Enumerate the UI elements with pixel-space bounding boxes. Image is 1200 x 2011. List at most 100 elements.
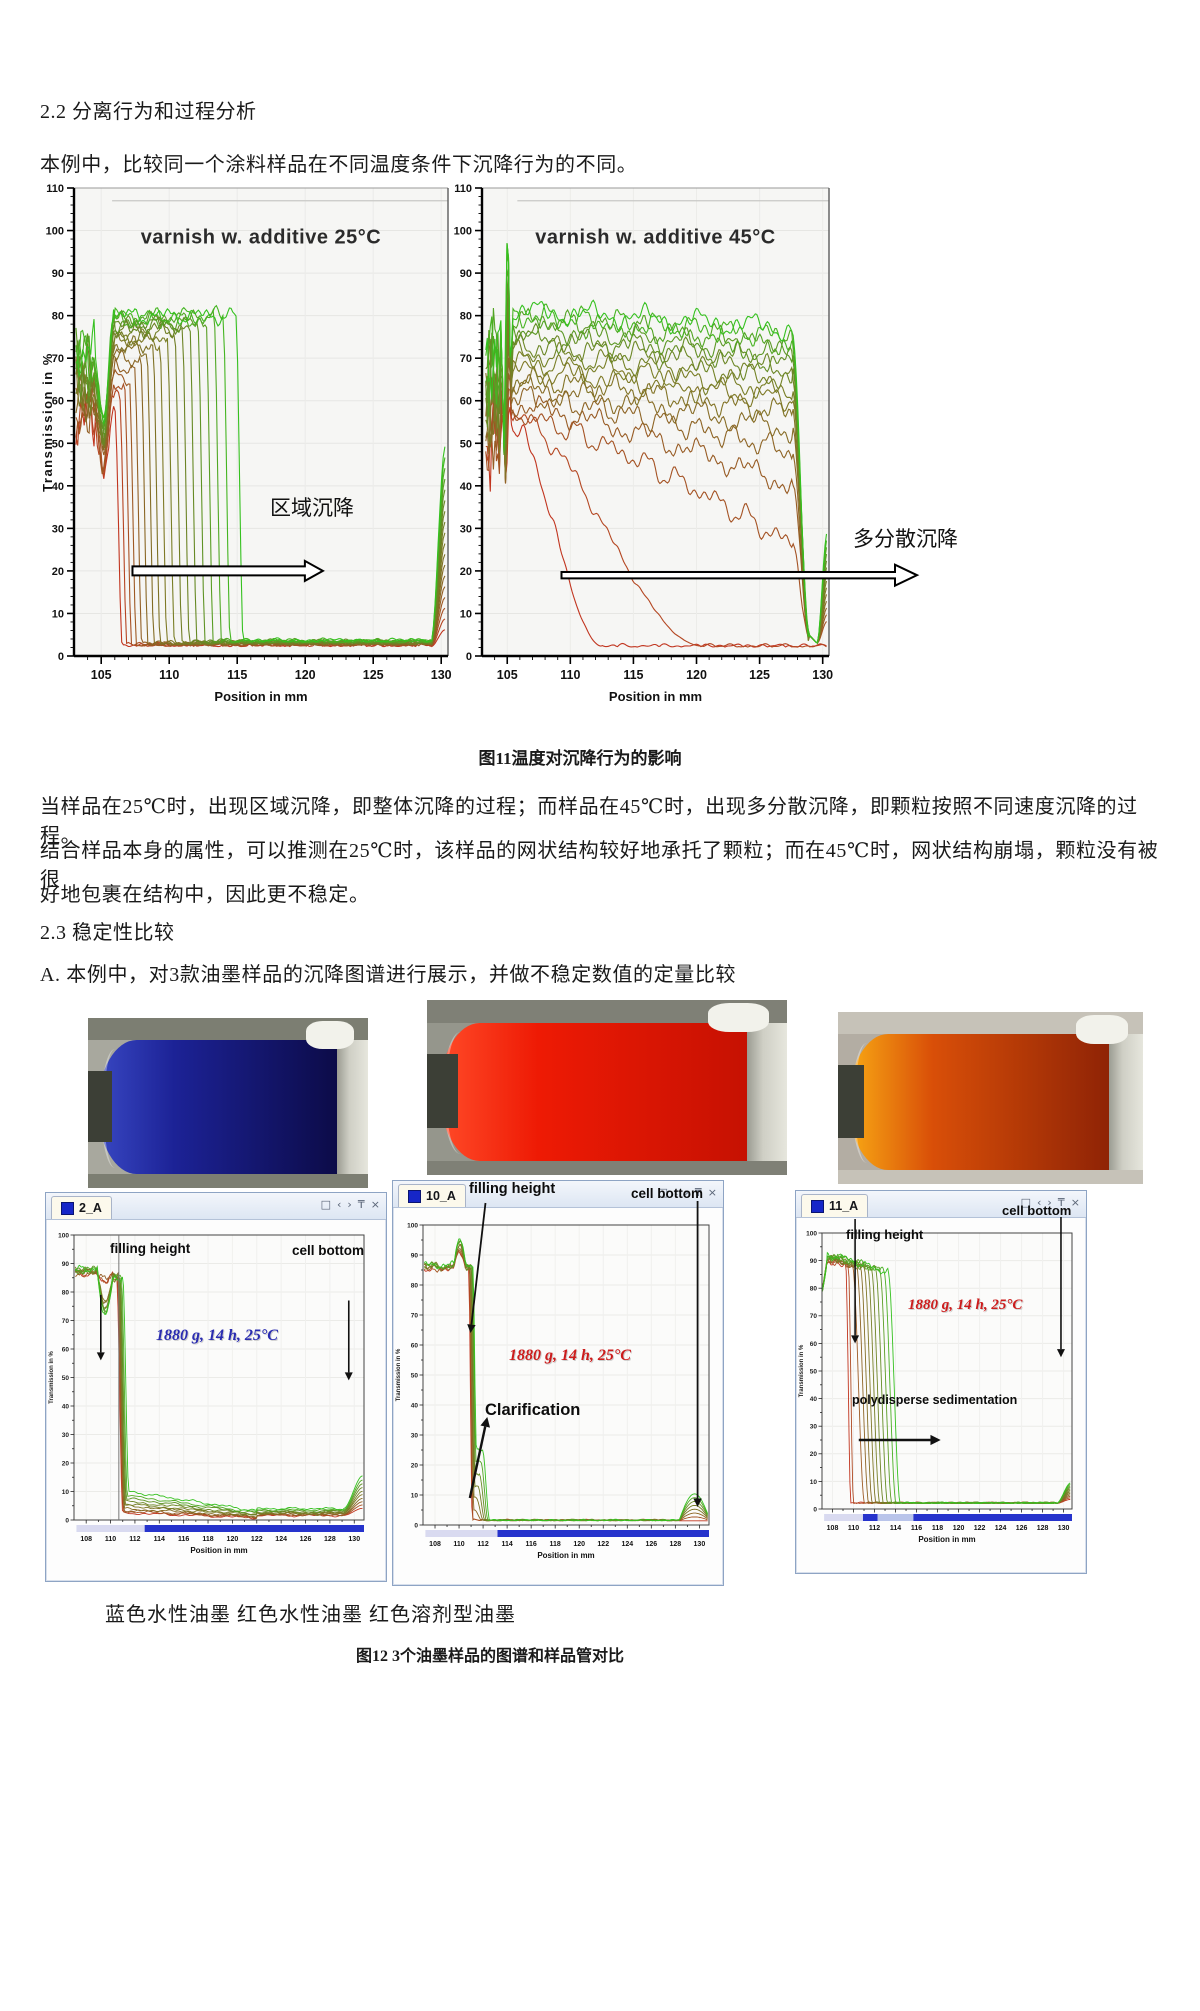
svg-text:0: 0 bbox=[58, 651, 64, 663]
svg-text:Position in mm: Position in mm bbox=[609, 689, 702, 704]
svg-text:112: 112 bbox=[477, 1541, 488, 1548]
close-icon[interactable]: × bbox=[370, 1198, 380, 1211]
tube-clear-window bbox=[1109, 1034, 1143, 1171]
cell-bottom-label: cell bottom bbox=[631, 1186, 704, 1201]
svg-text:60: 60 bbox=[810, 1341, 818, 1348]
tube-clear-window bbox=[747, 1022, 787, 1161]
svg-text:80: 80 bbox=[411, 1282, 419, 1289]
svg-text:80: 80 bbox=[810, 1286, 818, 1293]
svg-text:Position in mm: Position in mm bbox=[918, 1535, 975, 1544]
svg-text:80: 80 bbox=[62, 1289, 70, 1296]
svg-text:80: 80 bbox=[460, 311, 472, 323]
tube-fluid bbox=[848, 1034, 1110, 1171]
next-icon[interactable]: › bbox=[1047, 1196, 1052, 1209]
tube-plug bbox=[427, 1054, 458, 1128]
svg-text:108: 108 bbox=[80, 1536, 92, 1543]
svg-text:130: 130 bbox=[1058, 1525, 1070, 1532]
svg-text:40: 40 bbox=[460, 481, 472, 493]
prev-icon[interactable]: ‹ bbox=[673, 1186, 679, 1199]
pin-icon[interactable]: ₸ bbox=[1057, 1196, 1065, 1209]
svg-text:110: 110 bbox=[105, 1536, 116, 1543]
tube-fluid bbox=[97, 1040, 338, 1175]
svg-text:118: 118 bbox=[932, 1525, 943, 1532]
body-line-1: 当样品在25℃时，出现区域沉降，即整体沉降的过程；而样品在45℃时，出现多分散沉… bbox=[40, 796, 1138, 847]
svg-text:30: 30 bbox=[411, 1432, 419, 1439]
tab-label: 2_A bbox=[79, 1201, 102, 1215]
svg-text:50: 50 bbox=[810, 1368, 818, 1375]
filling-height-label: filling height bbox=[110, 1241, 191, 1256]
figure-11-caption: 图11温度对沉降行为的影响 bbox=[478, 749, 682, 768]
tab-sample-10a[interactable]: 10_A bbox=[398, 1184, 466, 1207]
svg-text:122: 122 bbox=[251, 1536, 263, 1543]
figure-12-caption: 图12 3个油墨样品的图谱和样品管对比 bbox=[355, 1648, 624, 1665]
float-window-icon[interactable]: □ bbox=[657, 1186, 668, 1199]
svg-text:118: 118 bbox=[550, 1541, 561, 1548]
float-window-icon[interactable]: □ bbox=[1020, 1196, 1031, 1209]
next-icon[interactable]: › bbox=[684, 1186, 689, 1199]
tube-plug bbox=[88, 1070, 112, 1143]
paragraph-a: A. 本例中，对3款油墨样品的沉降图谱进行展示，并做不稳定数值的定量比较 bbox=[40, 964, 737, 986]
svg-text:108: 108 bbox=[827, 1525, 839, 1532]
svg-text:60: 60 bbox=[460, 396, 472, 408]
chart-varnish-25c: 0 10 20 30 40 50 60 70 80 90 100 110 105 110 115 120 125… bbox=[40, 172, 454, 732]
svg-text:10: 10 bbox=[460, 608, 472, 620]
svg-text:114: 114 bbox=[890, 1525, 901, 1532]
figure-12-sample-names: 蓝色水性油墨 红色水性油墨 红色溶剂型油墨 bbox=[105, 1604, 516, 1626]
tube-clear-window bbox=[337, 1040, 368, 1175]
svg-text:116: 116 bbox=[178, 1536, 189, 1543]
svg-text:10: 10 bbox=[411, 1492, 419, 1499]
sedimentation-profile-chart: 0 10 20 30 40 50 60 70 80 90 100 108 110 112 114 116 118… bbox=[393, 1201, 723, 1590]
svg-text:20: 20 bbox=[411, 1462, 419, 1469]
svg-text:112: 112 bbox=[129, 1536, 140, 1543]
tab-sample-11a[interactable]: 11_A bbox=[801, 1194, 869, 1217]
svg-text:128: 128 bbox=[670, 1541, 682, 1548]
svg-text:100: 100 bbox=[46, 226, 64, 238]
series-swatch-icon bbox=[61, 1201, 74, 1215]
close-icon[interactable]: × bbox=[707, 1186, 717, 1199]
window-controls: □ ‹ › ₸ × bbox=[1021, 1196, 1080, 1209]
svg-text:110: 110 bbox=[453, 1541, 464, 1548]
svg-text:varnish w. additive 45°C: varnish w. additive 45°C bbox=[535, 226, 775, 248]
pin-icon[interactable]: ₸ bbox=[694, 1186, 702, 1199]
svg-text:114: 114 bbox=[501, 1541, 512, 1548]
tab-label: 10_A bbox=[426, 1189, 456, 1203]
svg-text:80: 80 bbox=[52, 311, 64, 323]
prev-icon[interactable]: ‹ bbox=[336, 1198, 342, 1211]
svg-text:20: 20 bbox=[52, 566, 64, 578]
svg-text:50: 50 bbox=[460, 438, 472, 450]
close-icon[interactable]: × bbox=[1070, 1196, 1080, 1209]
svg-text:10: 10 bbox=[62, 1489, 70, 1496]
window-controls: □ ‹ › ₸ × bbox=[658, 1186, 717, 1199]
filling-height-label: filling height bbox=[469, 1181, 556, 1197]
svg-text:60: 60 bbox=[411, 1342, 419, 1349]
svg-text:126: 126 bbox=[1016, 1525, 1028, 1532]
svg-text:30: 30 bbox=[52, 523, 64, 535]
pin-icon[interactable]: ₸ bbox=[357, 1198, 365, 1211]
float-window-icon[interactable]: □ bbox=[320, 1198, 331, 1211]
svg-text:30: 30 bbox=[62, 1432, 70, 1439]
svg-text:125: 125 bbox=[749, 668, 770, 682]
svg-text:0: 0 bbox=[414, 1522, 418, 1529]
sample-tube-blue-ink bbox=[88, 1018, 368, 1188]
body-line-2: 结合样品本身的属性，可以推测在25℃时，该样品的网状结构较好地承托了颗粒；而在4… bbox=[40, 840, 1159, 891]
svg-text:128: 128 bbox=[324, 1536, 336, 1543]
svg-text:110: 110 bbox=[454, 183, 472, 195]
svg-text:128: 128 bbox=[1037, 1525, 1049, 1532]
svg-text:124: 124 bbox=[995, 1525, 1007, 1532]
tab-sample-2a[interactable]: 2_A bbox=[51, 1196, 112, 1219]
svg-text:112: 112 bbox=[869, 1525, 880, 1532]
next-icon[interactable]: › bbox=[347, 1198, 352, 1211]
svg-text:90: 90 bbox=[62, 1261, 70, 1268]
svg-text:0: 0 bbox=[65, 1517, 69, 1524]
svg-text:90: 90 bbox=[52, 268, 64, 280]
svg-text:105: 105 bbox=[91, 668, 112, 682]
tube-glare bbox=[306, 1020, 354, 1050]
tube-fluid bbox=[439, 1022, 748, 1161]
cell-bottom-label: cell bottom bbox=[292, 1243, 365, 1258]
tube-glare bbox=[707, 1002, 769, 1033]
svg-text:100: 100 bbox=[58, 1232, 69, 1239]
svg-text:Transmission in %: Transmission in % bbox=[799, 1344, 805, 1397]
prev-icon[interactable]: ‹ bbox=[1036, 1196, 1042, 1209]
svg-text:115: 115 bbox=[623, 668, 643, 682]
